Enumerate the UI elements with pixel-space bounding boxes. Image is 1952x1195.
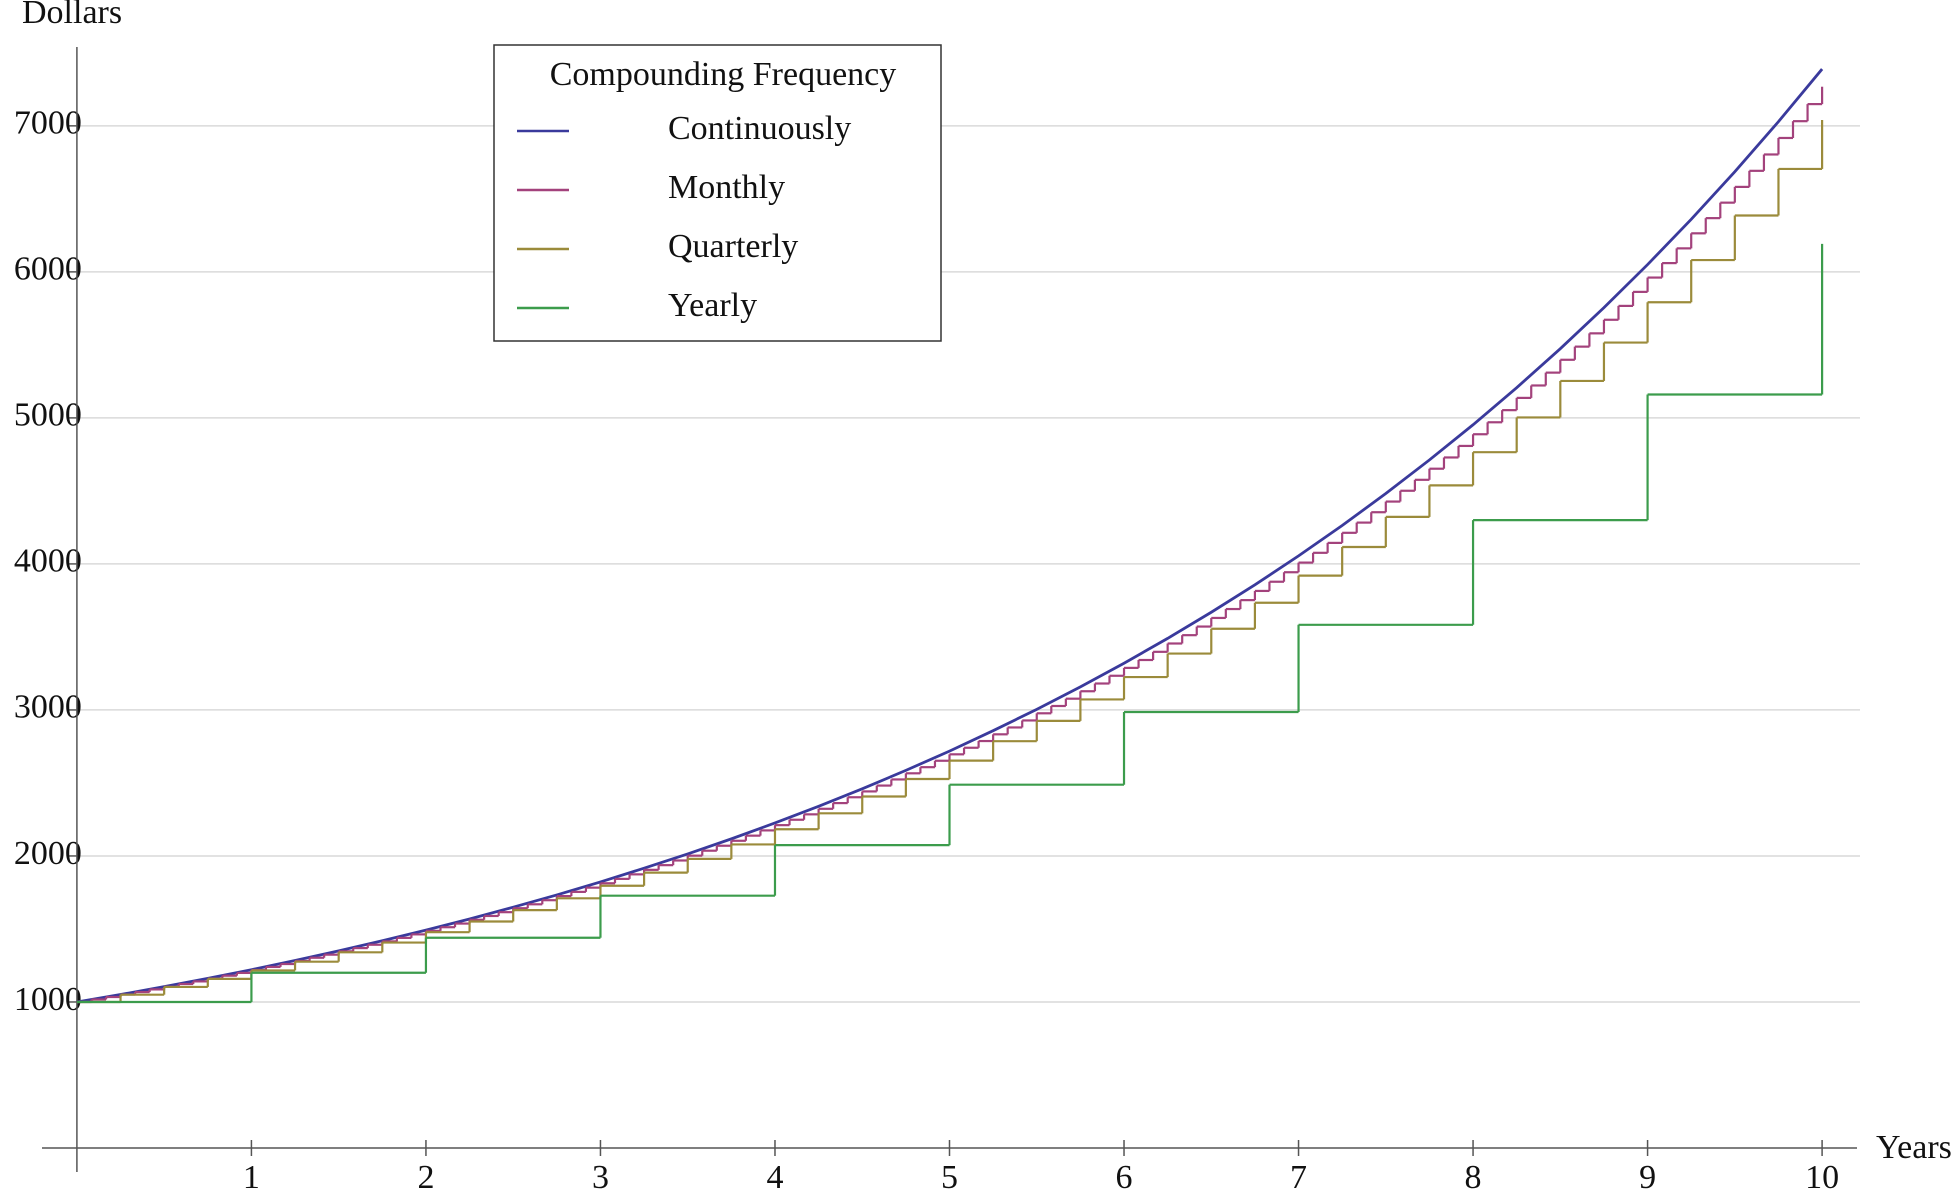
legend-title: Compounding Frequency: [550, 56, 897, 93]
x-tick-label: 10: [1805, 1159, 1839, 1190]
y-tick-label: 6000: [14, 251, 82, 288]
y-tick-label: 7000: [14, 105, 82, 142]
x-tick-label: 3: [592, 1159, 609, 1190]
plot-area: 1000 2000 3000 4000 5000 6000 7000 1 2 3 4 5 6 7 8 9 10: [14, 47, 1860, 1195]
curve: [76, 68, 1824, 1004]
series: [76, 120, 1824, 1004]
x-tick-label: 9: [1639, 1159, 1656, 1190]
x-tick-label: 1: [243, 1159, 260, 1190]
series: [76, 86, 1824, 1004]
y-tick-label: 4000: [14, 543, 82, 580]
legend: Compounding Frequency Continuously Monthl…: [493, 44, 942, 342]
legend-label: Continuously: [668, 110, 851, 147]
legend-label: Monthly: [668, 169, 785, 206]
y-tick-label: 1000: [14, 981, 82, 1018]
x-tick-label: 4: [766, 1159, 783, 1190]
legend-label: Quarterly: [668, 228, 798, 265]
series: [76, 243, 1824, 1004]
series: [76, 68, 1824, 1004]
y-tick-label: 3000: [14, 689, 82, 726]
y-tick-label: 5000: [14, 397, 82, 434]
x-tick-label: 7: [1290, 1159, 1307, 1190]
legend-box: [493, 44, 942, 342]
y-axis-label: Dollars: [22, 0, 122, 31]
x-tick-label: 8: [1465, 1159, 1482, 1190]
x-tick-label: 6: [1116, 1159, 1133, 1190]
x-axis-label: Years: [1876, 1129, 1952, 1166]
y-tick-label: 2000: [14, 835, 82, 872]
x-tick-label: 5: [941, 1159, 958, 1190]
x-tick-label: 2: [417, 1159, 434, 1190]
legend-label: Yearly: [668, 287, 757, 324]
